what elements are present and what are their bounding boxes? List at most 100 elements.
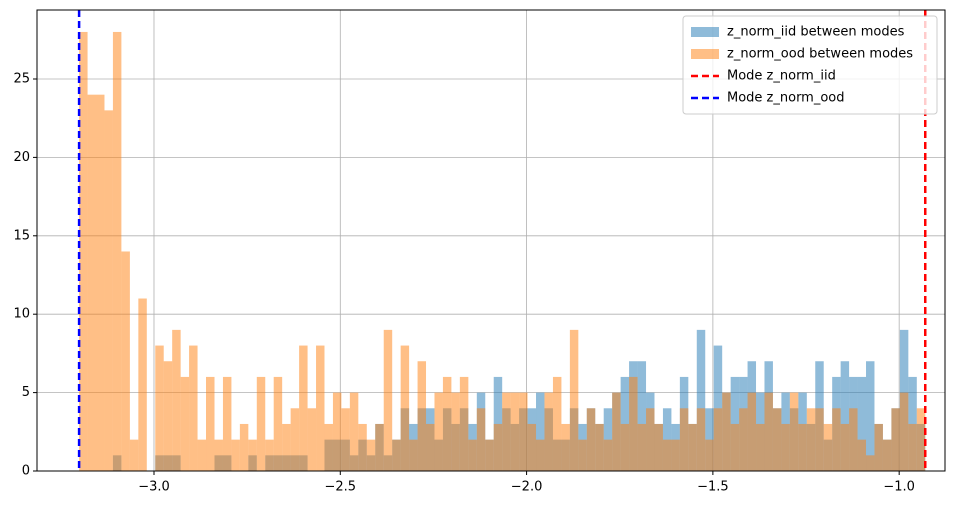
histogram-bar (256, 376, 266, 471)
histogram-bar (519, 392, 528, 471)
legend: z_norm_iid between modes z_norm_ood betwe… (682, 15, 938, 115)
histogram-bar (155, 345, 164, 471)
histogram-bar (544, 392, 553, 471)
histogram-bar (282, 423, 291, 471)
legend-frame (682, 15, 938, 115)
x-tick-label: −1.0 (883, 480, 915, 495)
plot-frame (36, 9, 946, 472)
histogram-bar (637, 361, 647, 471)
histogram-bar (654, 423, 663, 471)
x-tick-label: −2.0 (511, 480, 543, 495)
histogram-bar (485, 439, 494, 471)
histogram-bar (527, 423, 537, 471)
histogram-bar (163, 361, 173, 471)
histogram-bar (866, 361, 875, 471)
histogram-bar (569, 329, 579, 471)
histogram-bar (629, 376, 638, 471)
histogram-bar (688, 423, 697, 471)
histogram-bar (908, 376, 917, 471)
histogram-bar (772, 408, 782, 471)
legend-swatch (691, 49, 719, 59)
histogram-bar (620, 423, 630, 471)
histogram-bar (764, 392, 773, 471)
histogram-bar (662, 439, 672, 471)
histogram-bar (87, 94, 97, 472)
histogram-bar (299, 345, 308, 471)
y-tick-label: 20 (13, 150, 30, 165)
histogram-bar (290, 408, 300, 471)
histogram-bar (172, 329, 181, 471)
histogram-bar (316, 345, 325, 471)
histogram-bar (366, 439, 376, 471)
histogram-bar (823, 423, 833, 471)
histogram-bar (916, 408, 926, 471)
histogram-bar (747, 392, 757, 471)
histogram-bar (434, 392, 443, 471)
histogram-bar (502, 392, 511, 471)
histogram-bar (231, 439, 240, 471)
histogram-bar (459, 376, 469, 471)
histogram-bar (248, 439, 257, 471)
histogram-bar (129, 439, 139, 471)
histogram-bar (815, 408, 824, 471)
x-tick-label: −2.5 (324, 480, 356, 495)
histogram-bar (493, 423, 503, 471)
histogram-bar (121, 251, 130, 471)
histogram-bar (840, 361, 850, 471)
y-tick-label: 25 (13, 71, 30, 86)
histogram-bar (722, 392, 731, 471)
histogram-bar (857, 376, 867, 471)
histogram-bar (214, 439, 223, 471)
histogram-bar (882, 439, 892, 471)
legend-label: z_norm_ood between modes (727, 47, 913, 62)
histogram-bar (857, 439, 867, 471)
histogram-bar (671, 439, 680, 471)
histogram-bar (679, 408, 689, 471)
histogram-bar (510, 392, 520, 471)
histogram-bar (730, 423, 740, 471)
histogram-bar (138, 298, 147, 471)
y-tick-label: 0 (22, 464, 30, 479)
histogram-bar (849, 408, 858, 471)
histogram-bar (908, 423, 917, 471)
histogram-bar (536, 392, 545, 471)
legend-label: Mode z_norm_iid (727, 69, 836, 84)
histogram-bar (789, 392, 799, 471)
histogram-bar (739, 408, 748, 471)
histogram-bar (197, 439, 207, 471)
histogram-bar (358, 423, 367, 471)
histogram-bar (586, 408, 596, 471)
histogram-bar (730, 376, 740, 471)
histogram-bar (840, 423, 850, 471)
histogram-bar (442, 376, 452, 471)
histogram-bar (603, 439, 613, 471)
histogram-bar (798, 423, 807, 471)
histogram-bar (595, 423, 604, 471)
histogram-bar (561, 423, 570, 471)
histogram-bar (307, 408, 317, 471)
histogram-bar (705, 439, 714, 471)
histogram-bar (417, 361, 427, 471)
histogram-bar (696, 329, 706, 471)
histogram-bar (104, 110, 113, 471)
histogram-bar (375, 423, 384, 471)
x-tick-label: −3.0 (138, 480, 170, 495)
y-tick-label: 10 (13, 307, 30, 322)
histogram-bar (612, 392, 621, 471)
histogram-bar (112, 31, 122, 471)
histogram-bar (451, 392, 460, 471)
histogram-bar (239, 423, 249, 471)
histogram-bar (476, 408, 486, 471)
histogram-bar (189, 345, 198, 471)
histogram-bar (79, 31, 88, 471)
histogram-bar (696, 408, 706, 471)
histogram-bar (781, 423, 790, 471)
histogram-bar (866, 455, 875, 471)
histogram-bar (536, 439, 545, 471)
histogram-bar (637, 423, 647, 471)
legend-label: Mode z_norm_ood (727, 91, 845, 106)
histogram-bar (324, 423, 333, 471)
histogram-bar (180, 376, 190, 471)
histogram-bar (383, 329, 393, 471)
